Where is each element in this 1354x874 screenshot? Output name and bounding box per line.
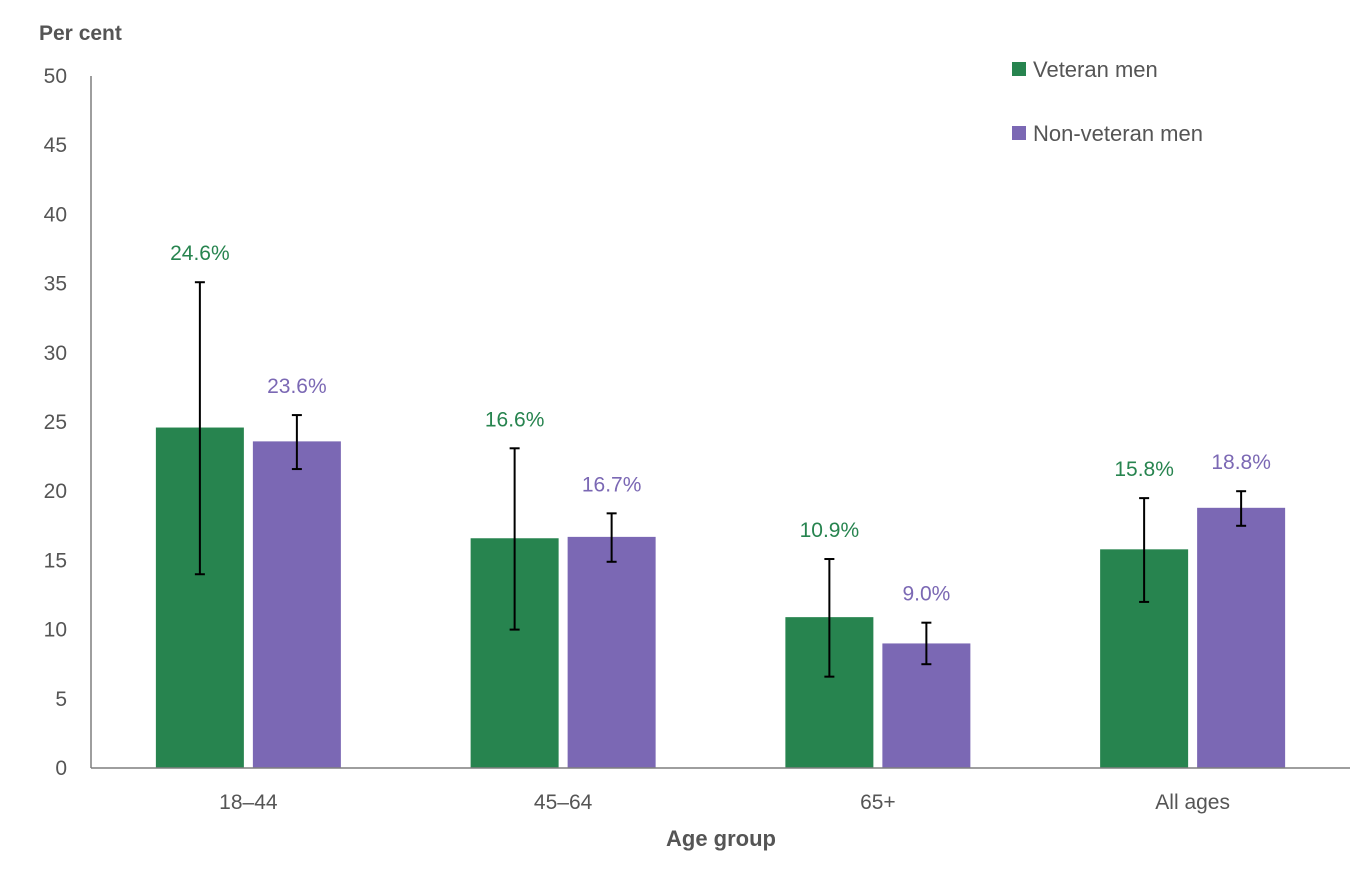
y-tick-label: 15 bbox=[44, 549, 67, 572]
x-axis-title: Age group bbox=[666, 826, 776, 851]
y-tick-label: 35 bbox=[44, 273, 67, 296]
data-label: 16.7% bbox=[582, 473, 642, 496]
y-tick-label: 30 bbox=[44, 342, 67, 365]
x-tick-label: All ages bbox=[1155, 791, 1230, 814]
y-tick-label: 10 bbox=[44, 619, 67, 642]
y-tick-label: 40 bbox=[44, 203, 67, 226]
data-label: 15.8% bbox=[1114, 458, 1174, 481]
y-tick-label: 0 bbox=[55, 757, 67, 780]
bar-non-veteran bbox=[1197, 507, 1286, 768]
y-axis-title: Per cent bbox=[39, 22, 122, 45]
legend-swatch bbox=[1012, 126, 1026, 140]
legend-label: Non-veteran men bbox=[1033, 121, 1203, 146]
bar-non-veteran bbox=[252, 441, 341, 768]
y-tick-label: 45 bbox=[44, 134, 67, 157]
data-label: 10.9% bbox=[800, 519, 860, 542]
data-label: 16.6% bbox=[485, 408, 545, 431]
data-label: 23.6% bbox=[267, 375, 327, 398]
bars-group bbox=[155, 427, 1286, 768]
x-tick-label: 65+ bbox=[860, 791, 896, 814]
data-label: 9.0% bbox=[902, 583, 950, 606]
y-axis-ticks: 0 5 10 15 20 25 30 35 40 45 50 bbox=[44, 65, 67, 780]
y-tick-label: 20 bbox=[44, 480, 67, 503]
bar-non-veteran bbox=[567, 536, 656, 768]
y-tick-label: 25 bbox=[44, 411, 67, 434]
legend-label: Veteran men bbox=[1033, 57, 1158, 82]
legend-swatch bbox=[1012, 62, 1026, 76]
x-tick-label: 18–44 bbox=[219, 791, 278, 814]
data-label: 18.8% bbox=[1211, 451, 1271, 474]
y-tick-label: 50 bbox=[44, 65, 67, 88]
error-bars-group bbox=[194, 281, 1247, 678]
data-label: 24.6% bbox=[170, 242, 230, 265]
legend: Veteran men Non-veteran men bbox=[1012, 57, 1203, 146]
y-tick-label: 5 bbox=[55, 688, 67, 711]
data-labels-group: 24.6% 23.6% 16.6% 16.7% 10.9% 9.0% 15.8% 18.8% bbox=[170, 242, 1271, 605]
x-tick-label: 45–64 bbox=[534, 791, 593, 814]
x-axis-ticks: 18–44 45–64 65+ All ages bbox=[219, 791, 1230, 814]
